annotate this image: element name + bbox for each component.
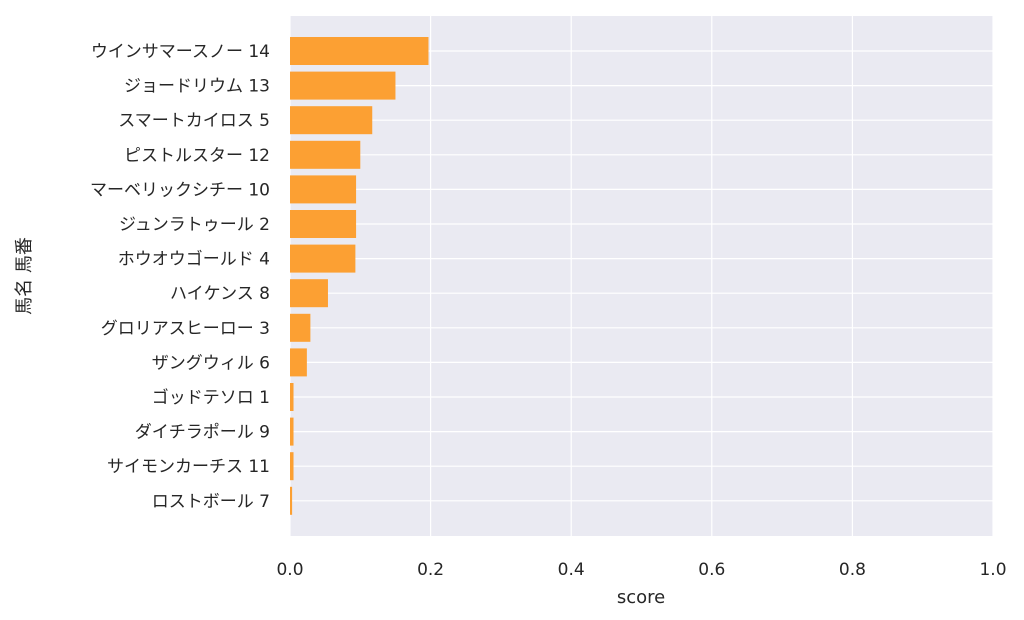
bar	[290, 140, 361, 169]
bar	[290, 71, 396, 100]
y-tick-label: マーベリックシチー 10	[90, 180, 270, 200]
bar	[290, 383, 294, 411]
y-tick-labels: ウインサマースノー 14 ジョードリウム 13 スマートカイロス 5 ピストルスター …	[90, 42, 270, 512]
y-tick-label: スマートカイロス 5	[118, 111, 270, 131]
bar	[290, 348, 307, 377]
bar	[290, 37, 429, 65]
y-tick-label: ホウオウゴールド 4	[118, 249, 270, 270]
bar	[290, 210, 357, 238]
y-tick-label: ハイケンス 8	[170, 284, 270, 304]
bar	[290, 486, 293, 515]
y-tick-label: ピストルスター 12	[124, 146, 270, 166]
x-tick-label: 0.4	[558, 560, 585, 580]
plot-background	[290, 16, 993, 536]
y-tick-label: ザングウィル 6	[152, 353, 270, 373]
bar	[290, 175, 357, 204]
y-tick-label: ロストボール 7	[152, 492, 270, 512]
bar	[290, 452, 294, 481]
x-tick-label: 0.2	[417, 560, 444, 580]
bar	[290, 106, 373, 135]
bar	[290, 313, 311, 342]
y-tick-label: サイモンカーチス 11	[107, 457, 270, 477]
y-tick-label: ダイチラポール 9	[135, 423, 270, 443]
bars	[290, 37, 429, 515]
x-tick-label: 1.0	[979, 560, 1006, 580]
y-tick-label: ジョードリウム 13	[124, 77, 270, 97]
x-tick-label: 0.0	[276, 560, 303, 580]
x-axis-label: score	[617, 587, 665, 608]
bar	[290, 417, 294, 446]
y-tick-label: グロリアスヒーロー 3	[101, 319, 270, 339]
x-tick-label: 0.8	[839, 560, 866, 580]
y-tick-label: ウインサマースノー 14	[91, 42, 270, 62]
x-tick-label: 0.6	[698, 560, 725, 580]
y-axis-label: 馬名 馬番	[14, 237, 35, 315]
y-tick-label: ゴッドテソロ 1	[152, 387, 270, 408]
gridlines	[289, 16, 994, 536]
bar	[290, 279, 328, 308]
bar	[290, 244, 356, 273]
y-tick-label: ジュンラトゥール 2	[119, 215, 270, 235]
x-tick-labels: 0.0 0.2 0.4 0.6 0.8 1.0	[276, 560, 1006, 580]
